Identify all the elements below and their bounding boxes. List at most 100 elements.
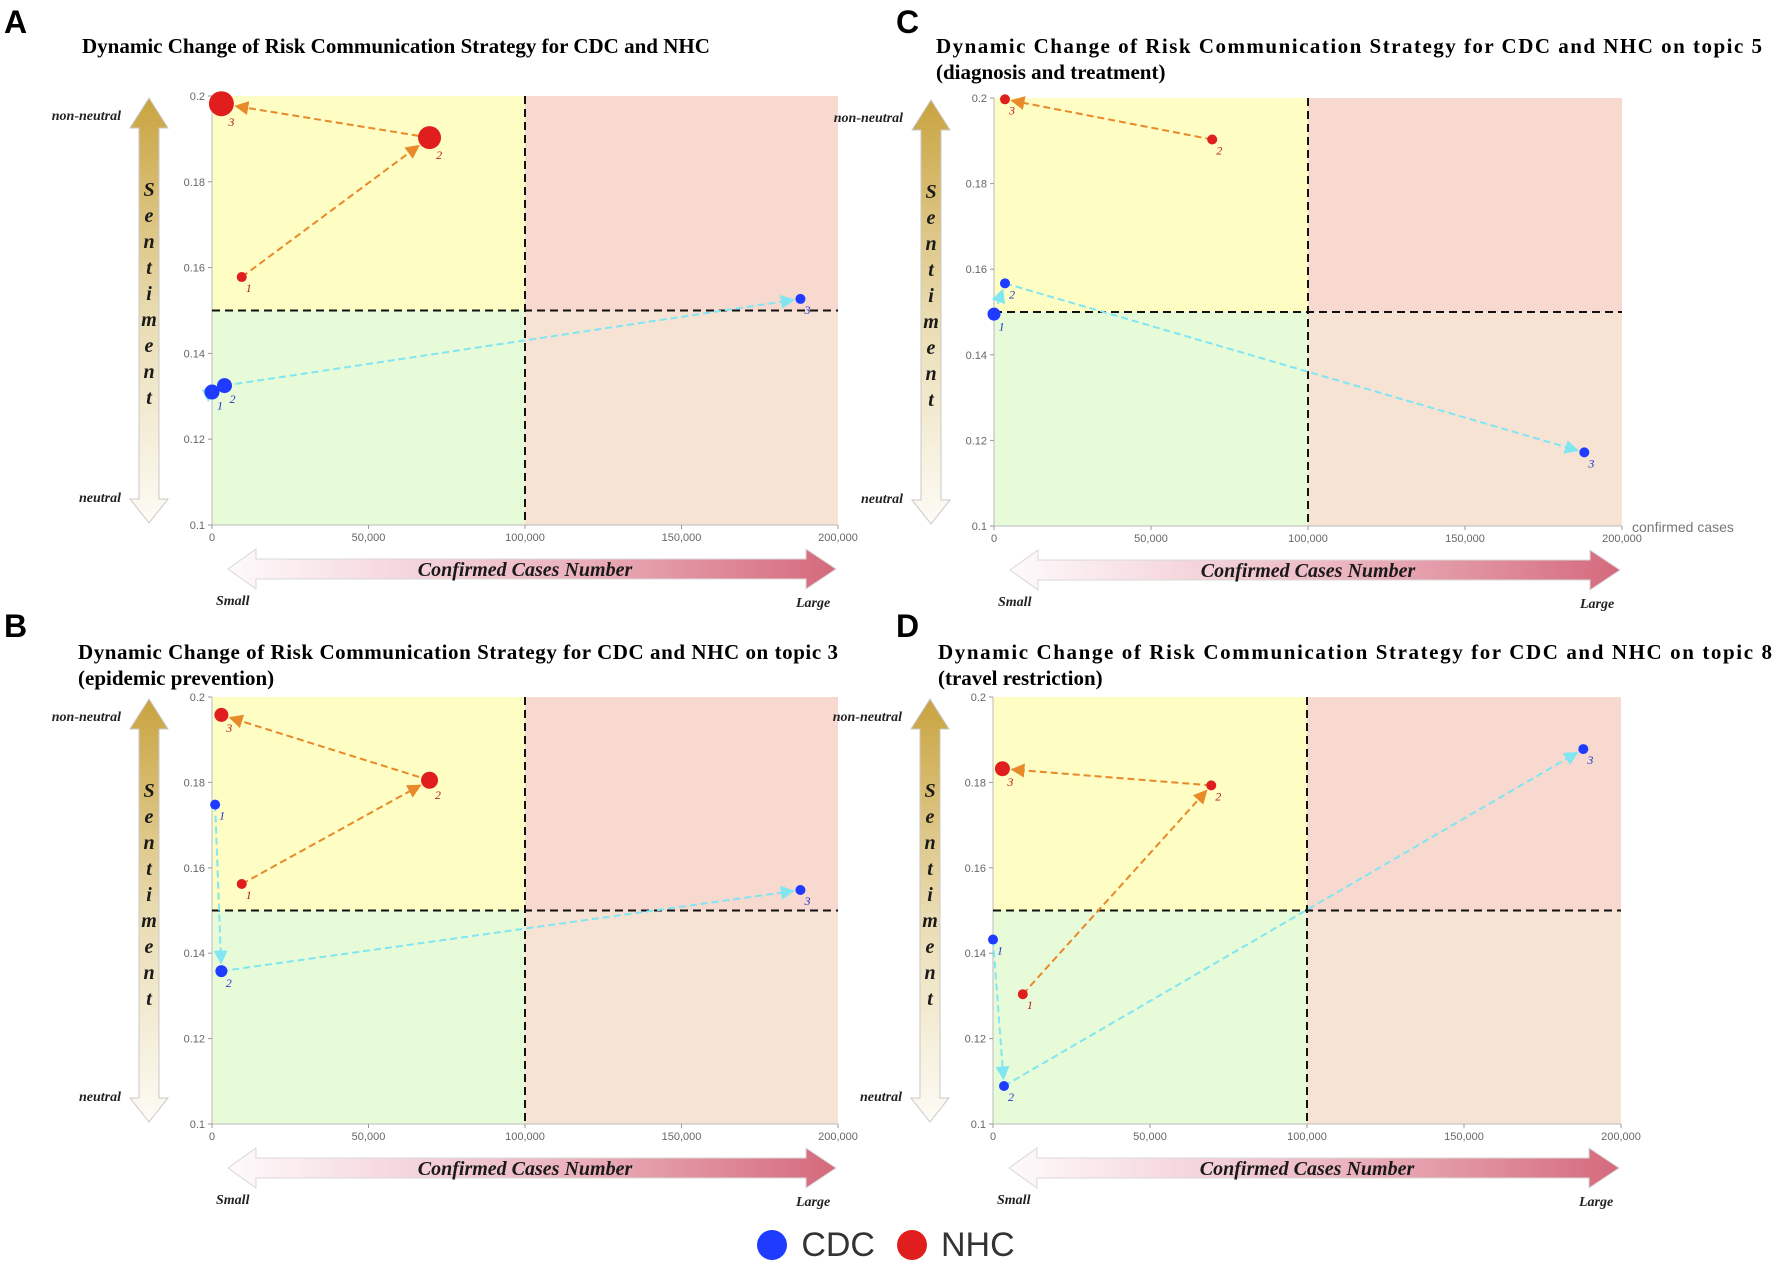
- trajectory-line-cdc: [224, 294, 795, 387]
- point-cdc: [999, 278, 1010, 289]
- point-nhc: [214, 707, 229, 722]
- panel-c: C Dynamic Change of Risk Communication St…: [834, 4, 1762, 612]
- y-axis-title-letter: S: [924, 780, 935, 802]
- y-tick-label: 0.2: [190, 91, 205, 103]
- point-label-nhc: 3: [1008, 103, 1015, 117]
- legend-label-nhc: NHC: [941, 1225, 1015, 1264]
- confirmed-cases-arrow-icon: [227, 548, 837, 590]
- trajectory-line-nhc: [228, 714, 430, 782]
- y-label-neutral: neutral: [861, 492, 903, 507]
- y-axis-title-letter: n: [924, 832, 935, 854]
- y-axis-title-letter: e: [145, 205, 154, 227]
- x-tick-label: 150,000: [662, 1131, 702, 1143]
- x-tick-label: 0: [209, 1131, 215, 1143]
- x-tick-label: 150,000: [662, 532, 702, 544]
- quadrant-bottom-left: [212, 910, 525, 1124]
- point-label-cdc: 1: [997, 944, 1003, 958]
- chart-title: Dynamic Change of Risk Communication Str…: [82, 34, 710, 58]
- trajectory-line-cdc: [213, 804, 228, 965]
- y-axis-title-letter: m: [922, 910, 938, 932]
- y-tick-label: 0.14: [184, 348, 205, 360]
- x-unit-label: confirmed cases: [1632, 519, 1734, 535]
- sentiment-arrow-icon: [128, 97, 170, 524]
- x-axis-title: Confirmed Cases Number: [1200, 1158, 1415, 1180]
- y-label-non-neutral: non-neutral: [52, 109, 121, 124]
- y-tick-label: 0.18: [966, 179, 987, 191]
- y-tick-label: 0.16: [965, 863, 986, 875]
- legend-item-cdc: CDC: [757, 1226, 875, 1265]
- y-axis-title-letter: n: [925, 233, 936, 255]
- point-cdc: [210, 799, 221, 810]
- x-tick-label: 200,000: [818, 532, 858, 544]
- trajectory-line-nhc: [241, 144, 420, 278]
- point-label-nhc: 2: [1215, 789, 1221, 803]
- panel-a: A Dynamic Change of Risk Communication St…: [4, 4, 858, 611]
- y-label-non-neutral: non-neutral: [834, 111, 903, 126]
- y-axis-title-letter: S: [143, 780, 154, 802]
- y-axis-title-letter: S: [925, 181, 936, 203]
- y-axis-title-letter: m: [923, 311, 939, 333]
- trajectory-line-cdc: [221, 885, 795, 973]
- point-label-cdc: 2: [1009, 287, 1015, 301]
- y-tick-label: 0.2: [971, 692, 986, 704]
- x-label-small: Small: [216, 594, 250, 609]
- y-axis-title-letter: S: [143, 179, 154, 201]
- point-cdc: [795, 885, 806, 896]
- y-tick-label: 0.14: [965, 948, 986, 960]
- point-nhc: [994, 761, 1010, 777]
- y-tick-label: 0.14: [966, 350, 987, 362]
- y-tick-label: 0.18: [965, 777, 986, 789]
- quadrant-bottom-left: [212, 310, 525, 525]
- x-axis-title: Confirmed Cases Number: [418, 559, 633, 581]
- panel-b: B Dynamic Change of Risk Communication St…: [4, 608, 858, 1210]
- y-tick-label: 0.12: [966, 435, 987, 447]
- quadrant-top-right: [1307, 697, 1621, 911]
- x-tick-label: 0: [990, 1131, 996, 1143]
- y-axis-title-letter: i: [927, 884, 933, 906]
- point-label-cdc: 3: [1587, 456, 1594, 470]
- y-tick-label: 0.16: [184, 263, 205, 275]
- legend-label-cdc: CDC: [801, 1225, 875, 1264]
- y-axis-title-letter: m: [141, 910, 157, 932]
- point-cdc: [1579, 447, 1590, 458]
- point-label-nhc: 2: [1216, 144, 1222, 158]
- point-label-cdc: 1: [219, 809, 225, 823]
- point-label-cdc: 1: [217, 399, 223, 413]
- point-label-nhc: 3: [225, 721, 232, 735]
- y-axis-title-letter: e: [145, 936, 154, 958]
- point-nhc: [1207, 134, 1218, 145]
- quadrant-top-right: [525, 697, 838, 911]
- point-label-cdc: 2: [230, 392, 236, 406]
- x-label-small: Small: [997, 1193, 1031, 1208]
- point-nhc: [418, 126, 442, 150]
- y-axis-title-letter: e: [927, 337, 936, 359]
- chart-title: Dynamic Change of Risk Communication Str…: [78, 640, 838, 664]
- point-cdc: [998, 1080, 1009, 1091]
- y-tick-label: 0.14: [184, 948, 205, 960]
- point-label-nhc: 2: [436, 148, 442, 162]
- sentiment-arrow-icon: [909, 698, 951, 1123]
- point-cdc: [795, 293, 806, 304]
- point-label-nhc: 1: [1027, 998, 1033, 1012]
- chart-title: (epidemic prevention): [78, 666, 274, 690]
- y-axis-title-letter: t: [928, 389, 935, 411]
- y-axis-title-letter: t: [927, 988, 934, 1010]
- y-label-non-neutral: non-neutral: [833, 710, 902, 725]
- y-axis-title-letter: n: [143, 361, 154, 383]
- quadrant-top-left: [212, 697, 525, 911]
- y-label-neutral: neutral: [79, 1090, 121, 1105]
- quadrant-top-left: [993, 697, 1307, 911]
- point-label-nhc: 2: [435, 788, 441, 802]
- y-axis-title-letter: n: [924, 962, 935, 984]
- panel-letter: B: [4, 608, 27, 644]
- point-label-nhc: 1: [246, 281, 252, 295]
- point-nhc: [208, 91, 234, 117]
- panel-letter: D: [896, 608, 919, 644]
- sentiment-arrow-icon: [128, 698, 170, 1123]
- trajectory-line-nhc: [1010, 763, 1212, 787]
- panel-letter: A: [4, 4, 27, 40]
- legend-item-nhc: NHC: [897, 1226, 1015, 1265]
- x-label-large: Large: [795, 1195, 830, 1210]
- quadrant-bottom-right: [525, 910, 838, 1124]
